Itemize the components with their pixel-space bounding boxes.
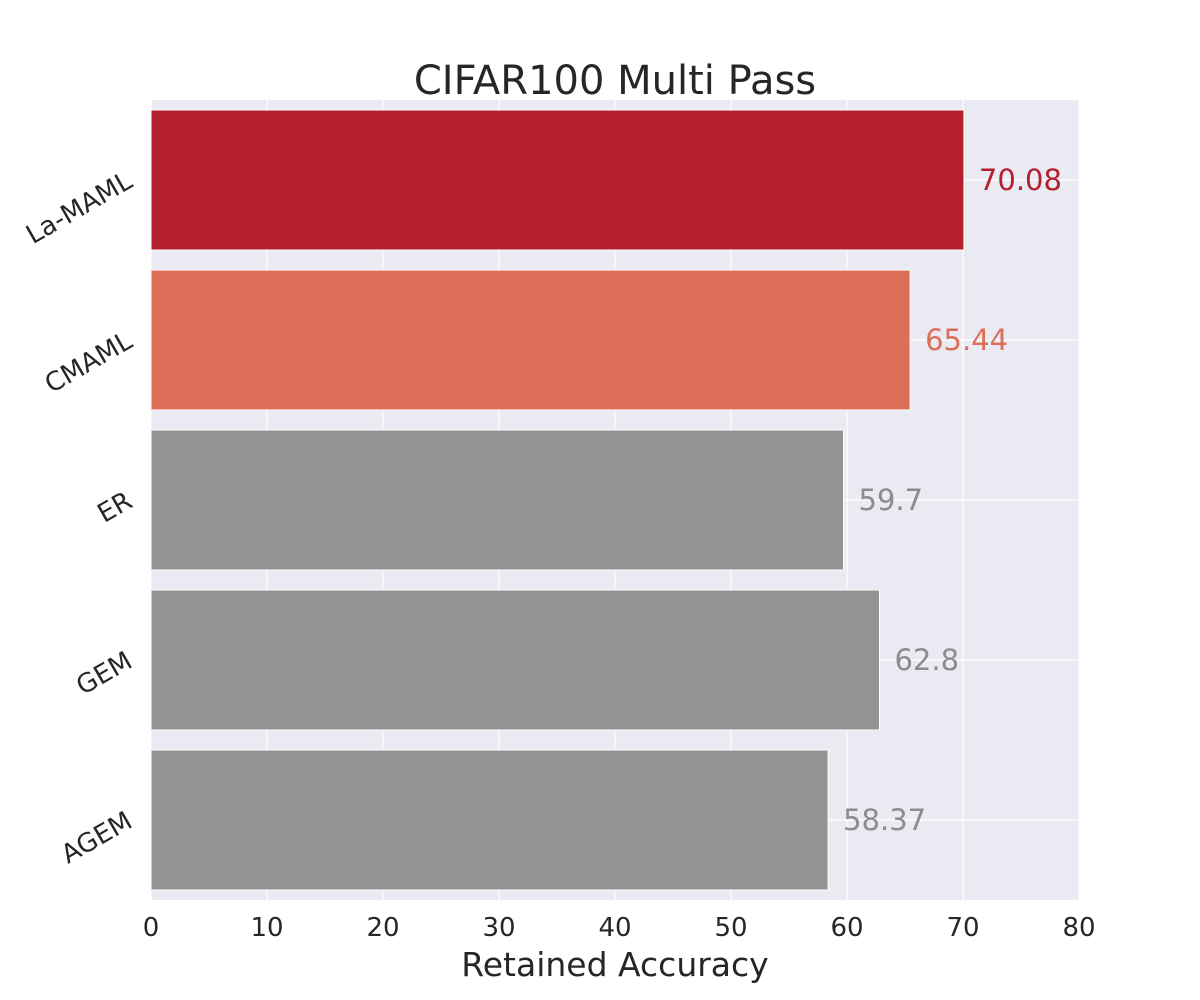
x-tick-labels: 0 10 20 30 40 50 60 70 80 [143,913,1096,943]
value-label: 70.08 [979,163,1062,197]
x-tick-label: 20 [366,913,399,943]
x-tick-label: 60 [830,913,863,943]
x-tick-label: 10 [250,913,283,943]
x-tick-label: 30 [482,913,515,943]
y-tick-label: ER [93,486,138,529]
x-tick-label: 50 [714,913,747,943]
chart-title: CIFAR100 Multi Pass [414,58,816,104]
y-tick-labels: La-MAML CMAML ER GEM AGEM [21,166,138,870]
bar-gem [150,589,880,731]
value-label: 59.7 [859,483,924,517]
bars [150,109,965,891]
value-label: 62.8 [894,643,959,677]
x-tick-label: 0 [143,913,160,943]
value-label: 58.37 [843,803,926,837]
value-label: 65.44 [925,323,1008,357]
y-tick-label: La-MAML [21,166,138,251]
y-tick-label: CMAML [40,326,138,400]
bar-er [150,429,845,571]
x-tick-label: 70 [946,913,979,943]
bar-la-maml [150,109,965,251]
y-tick-label: AGEM [56,806,137,870]
x-tick-label: 40 [598,913,631,943]
x-tick-label: 80 [1062,913,1095,943]
bar-cmaml [150,269,911,411]
x-axis-label: Retained Accuracy [461,945,768,984]
bar-agem [150,749,829,891]
value-labels: 70.08 65.44 59.7 62.8 58.37 [843,163,1062,837]
y-tick-label: GEM [71,646,137,701]
